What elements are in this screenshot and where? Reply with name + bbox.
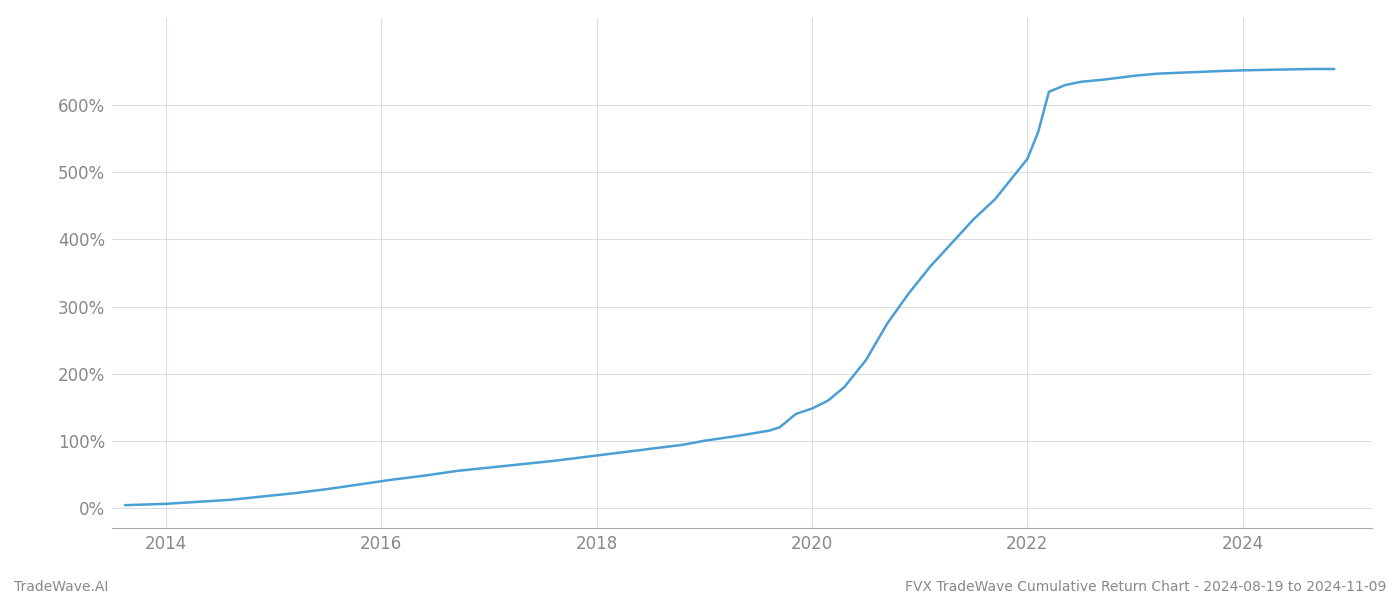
Text: FVX TradeWave Cumulative Return Chart - 2024-08-19 to 2024-11-09: FVX TradeWave Cumulative Return Chart - … [904,580,1386,594]
Text: TradeWave.AI: TradeWave.AI [14,580,108,594]
